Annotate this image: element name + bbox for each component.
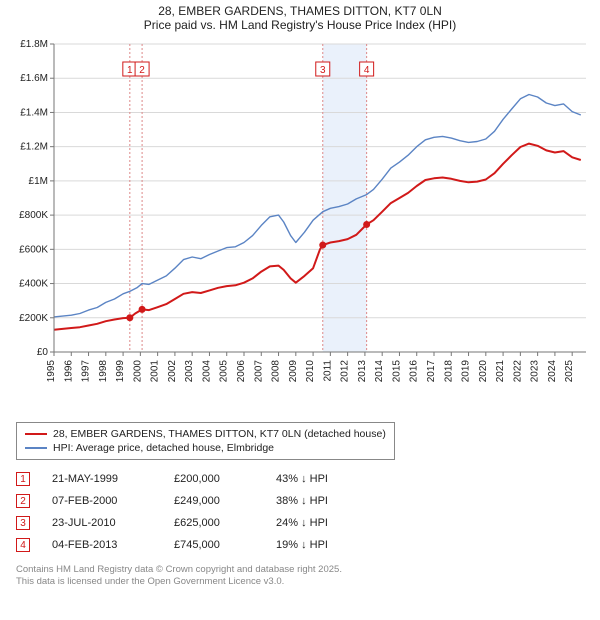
transaction-price: £249,000 (174, 495, 254, 507)
y-tick-label: £1M (29, 176, 48, 187)
legend-row: 28, EMBER GARDENS, THAMES DITTON, KT7 0L… (25, 427, 386, 441)
transaction-table: 1 21-MAY-1999 £200,000 43% ↓ HPI 2 07-FEB-200… (16, 468, 584, 556)
x-tick-label: 2006 (236, 360, 247, 383)
x-tick-label: 2019 (461, 360, 472, 383)
y-tick-label: £200K (19, 313, 48, 324)
x-tick-label: 2003 (184, 360, 195, 383)
x-tick-label: 2008 (271, 360, 282, 383)
x-tick-label: 2021 (495, 360, 506, 383)
transaction-date: 07-FEB-2000 (52, 495, 152, 507)
series-marker (363, 221, 370, 228)
transaction-price: £745,000 (174, 539, 254, 551)
y-tick-label: £1.2M (20, 142, 48, 153)
x-tick-label: 2010 (305, 360, 316, 383)
x-tick-label: 2000 (132, 360, 143, 383)
transaction-row: 1 21-MAY-1999 £200,000 43% ↓ HPI (16, 468, 584, 490)
event-marker-number: 2 (139, 65, 145, 76)
transaction-diff: 38% ↓ HPI (276, 495, 584, 507)
series-marker (139, 306, 146, 313)
transaction-date: 23-JUL-2010 (52, 517, 152, 529)
y-tick-label: £400K (19, 279, 48, 290)
legend-label: HPI: Average price, detached house, Elmb… (53, 442, 274, 454)
x-tick-label: 2009 (288, 360, 299, 383)
footer-line-2: This data is licensed under the Open Gov… (16, 576, 584, 588)
y-tick-label: £1.6M (20, 73, 48, 84)
series-marker (319, 242, 326, 249)
y-tick-label: £1.4M (20, 107, 48, 118)
transaction-marker: 4 (16, 538, 30, 552)
x-tick-label: 2016 (409, 360, 420, 383)
title-line-1: 28, EMBER GARDENS, THAMES DITTON, KT7 0L… (8, 4, 592, 18)
transaction-diff: 19% ↓ HPI (276, 539, 584, 551)
transaction-row: 3 23-JUL-2010 £625,000 24% ↓ HPI (16, 512, 584, 534)
x-tick-label: 1998 (98, 360, 109, 383)
transaction-marker: 1 (16, 472, 30, 486)
legend-swatch (25, 447, 47, 448)
x-tick-label: 1997 (81, 360, 92, 383)
x-tick-label: 2024 (547, 360, 558, 383)
y-tick-label: £0 (37, 347, 49, 358)
chart-area: £0 £200K £400K £600K £800K £1M £1.2M £1.4M £1.6M… (8, 36, 592, 416)
transaction-diff: 43% ↓ HPI (276, 473, 584, 485)
x-tick-label: 2005 (219, 360, 230, 383)
x-tick-label: 2011 (322, 360, 333, 382)
transaction-date: 04-FEB-2013 (52, 539, 152, 551)
transaction-diff: 24% ↓ HPI (276, 517, 584, 529)
chart-svg: £0 £200K £400K £600K £800K £1M £1.2M £1.4M £1.6M… (8, 36, 592, 416)
legend: 28, EMBER GARDENS, THAMES DITTON, KT7 0L… (16, 422, 395, 460)
x-tick-label: 2022 (512, 360, 523, 383)
y-tick-label: £600K (19, 244, 48, 255)
series-property (54, 144, 581, 330)
x-tick-label: 2004 (201, 360, 212, 383)
transaction-marker: 3 (16, 516, 30, 530)
transaction-price: £625,000 (174, 517, 254, 529)
x-tick-label: 1995 (46, 360, 57, 383)
x-tick-label: 2017 (426, 360, 437, 383)
title-block: 28, EMBER GARDENS, THAMES DITTON, KT7 0L… (8, 4, 592, 32)
y-tick-label: £1.8M (20, 39, 48, 50)
chart-card: 28, EMBER GARDENS, THAMES DITTON, KT7 0L… (0, 0, 600, 597)
footer-note: Contains HM Land Registry data © Crown c… (16, 564, 584, 589)
y-tick-label: £800K (19, 210, 48, 221)
x-tick-label: 2001 (150, 360, 161, 383)
legend-swatch (25, 433, 47, 435)
x-tick-label: 1999 (115, 360, 126, 383)
x-tick-label: 1996 (63, 360, 74, 383)
transaction-row: 4 04-FEB-2013 £745,000 19% ↓ HPI (16, 534, 584, 556)
x-tick-label: 2007 (253, 360, 264, 383)
x-tick-label: 2014 (374, 360, 385, 383)
x-tick-label: 2012 (340, 360, 351, 383)
transaction-row: 2 07-FEB-2000 £249,000 38% ↓ HPI (16, 490, 584, 512)
event-marker-number: 1 (127, 65, 133, 76)
transaction-marker: 2 (16, 494, 30, 508)
legend-label: 28, EMBER GARDENS, THAMES DITTON, KT7 0L… (53, 428, 386, 440)
footer-line-1: Contains HM Land Registry data © Crown c… (16, 564, 584, 576)
event-marker-number: 4 (364, 65, 370, 76)
transaction-price: £200,000 (174, 473, 254, 485)
x-tick-label: 2020 (478, 360, 489, 383)
legend-row: HPI: Average price, detached house, Elmb… (25, 441, 386, 455)
x-tick-label: 2015 (391, 360, 402, 383)
title-line-2: Price paid vs. HM Land Registry's House … (8, 18, 592, 32)
x-tick-label: 2023 (530, 360, 541, 383)
x-tick-label: 2002 (167, 360, 178, 383)
event-marker-number: 3 (320, 65, 326, 76)
x-tick-label: 2025 (564, 360, 575, 383)
transaction-date: 21-MAY-1999 (52, 473, 152, 485)
x-tick-label: 2018 (443, 360, 454, 383)
series-marker (126, 314, 133, 321)
x-tick-label: 2013 (357, 360, 368, 383)
